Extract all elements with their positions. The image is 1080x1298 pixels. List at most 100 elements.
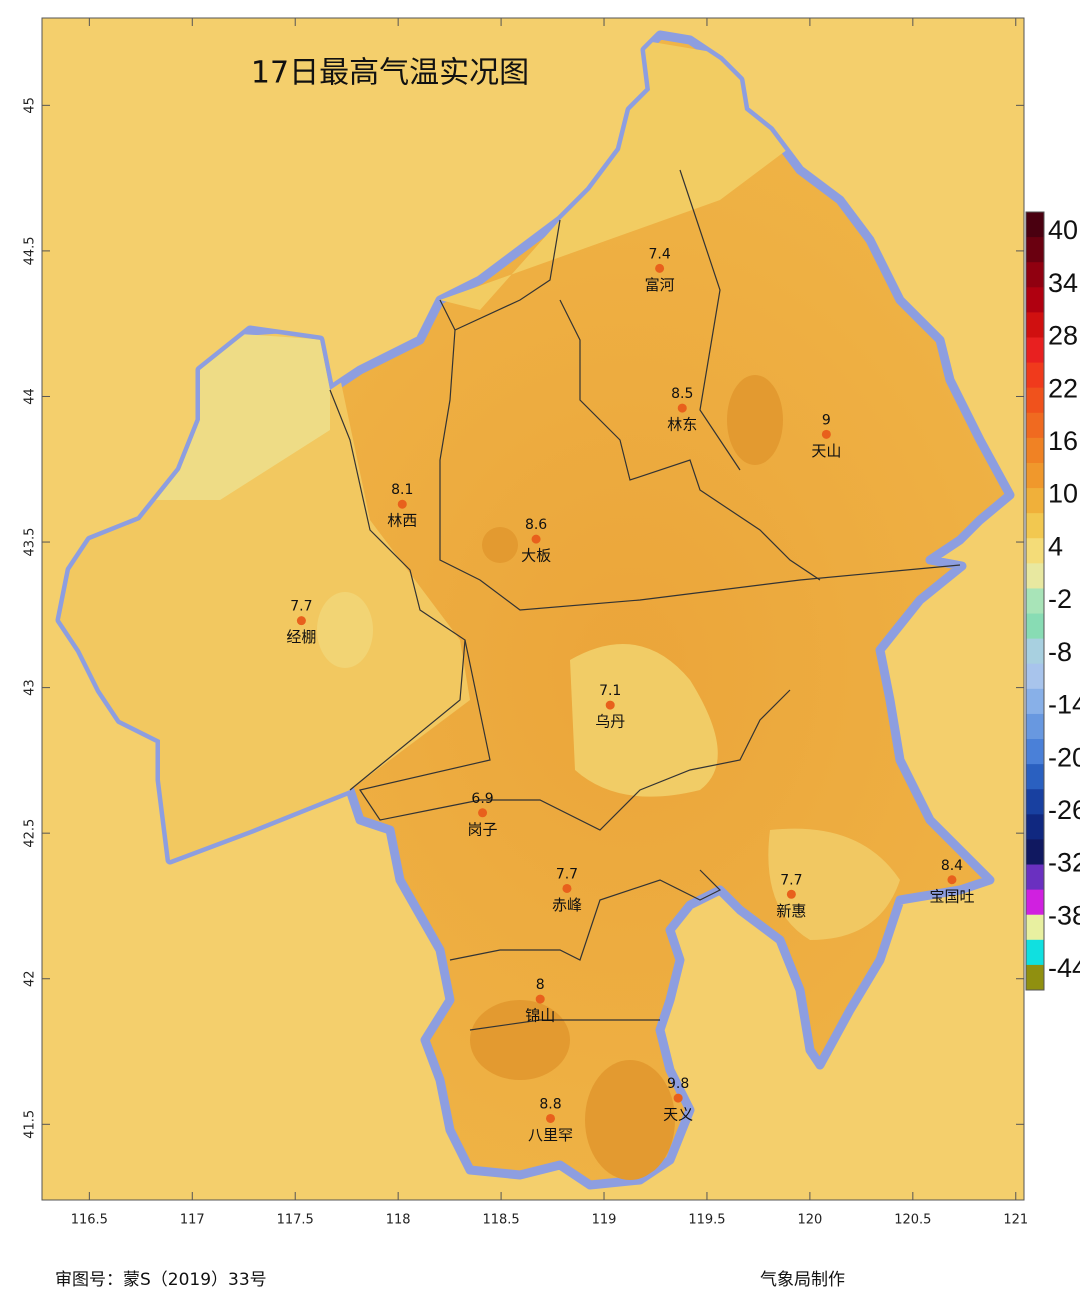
cool-zone [440,40,800,310]
district-borders [329,169,961,1031]
colorbar-label: -14 [1048,690,1080,720]
station-dot [821,429,831,439]
station-name: 天山 [811,442,841,460]
colorbar-swatch [1026,437,1044,464]
colorbar-swatch [1026,789,1044,815]
colorbar-swatch [1026,312,1044,338]
station-value: 8.8 [539,1096,561,1112]
colorbar-swatch [1026,538,1044,564]
warm-spot [482,527,518,563]
colorbar-label: -32 [1048,848,1080,878]
colorbar-swatch [1026,814,1044,840]
colorbar-swatch [1026,939,1044,966]
station-name: 林东 [667,416,697,434]
station-dot [677,403,687,413]
station-value: 8.1 [391,482,413,498]
station-value: 7.4 [648,246,670,262]
x-tick-label: 116.5 [71,1213,108,1228]
colorbar-swatch [1026,387,1044,414]
x-tick-label: 119.5 [688,1213,725,1228]
station-name: 林西 [387,512,417,530]
colorbar-swatch [1026,663,1044,690]
colorbar-swatch [1026,588,1044,615]
station-name: 宝国吐 [929,887,974,905]
station-dot [655,263,665,273]
colorbar-label: -26 [1048,795,1080,825]
station-dot [397,499,407,509]
colorbar-swatch [1026,362,1044,389]
colorbar-swatch [1026,237,1044,263]
colorbar-label: 34 [1048,268,1078,298]
station-name: 天义 [663,1106,693,1124]
station-dot [786,889,796,899]
station-dot [478,808,488,818]
y-tick-label: 44.5 [23,236,38,265]
station-value: 7.1 [599,683,621,699]
stations: 7.4 富河 8.5 林东 9 天山 8.1 林西 8.6 大板 7.7 经棚 7.1 乌丹 6.9 岗子 7.… [286,246,974,1144]
station-dot [545,1113,555,1123]
station-dot [673,1093,683,1103]
station-name: 大板 [521,547,551,565]
colorbar: 40 34 28 22 16 10 4 -2 -8 -14 -20 -26 -32 -38 -44 [1025,211,1080,991]
station-name: 经棚 [286,628,316,646]
colorbar-swatch [1026,337,1044,364]
colorbar-swatch [1026,462,1044,489]
colorbar-swatch [1026,864,1044,891]
x-tick-label: 119 [592,1213,617,1228]
x-tick-label: 121 [1003,1213,1028,1228]
station-value: 6.9 [471,791,493,807]
station-value: 7.7 [780,872,802,888]
colorbar-swatch [1026,412,1044,439]
cool-zone [570,644,718,797]
y-tick-label: 41.5 [23,1110,38,1139]
colorbar-label: 28 [1048,321,1078,351]
station-value: 8.5 [671,386,693,402]
station-name: 锦山 [525,1007,555,1025]
station-name: 赤峰 [552,896,582,914]
colorbar-label: -44 [1048,953,1080,983]
colorbar-swatch [1026,212,1044,238]
station-name: 新惠 [776,902,806,920]
colorbar-label: 16 [1048,426,1078,456]
x-tick-label: 118.5 [482,1213,519,1228]
colorbar-border [1025,211,1045,991]
x-tick-label: 117.5 [277,1213,314,1228]
station-dot [562,883,572,893]
station-name: 岗子 [468,820,498,838]
colorbar-swatch [1026,713,1044,740]
x-tick-label: 118 [386,1213,411,1228]
station-value: 8.4 [941,858,963,874]
colorbar-swatch [1026,613,1044,640]
axes: 116.5 117 117.5 118 118.5 119 119.5 120 120.5 121… [23,18,1028,1228]
station-value: 8.6 [525,517,547,533]
colorbar-swatch [1026,563,1044,589]
colorbar-label: 4 [1048,531,1063,561]
station-value: 8 [536,977,545,993]
warm-spot [727,375,783,465]
station-dot [535,994,545,1004]
station-value: 7.7 [290,599,312,615]
approval-number: 审图号：蒙S（2019）33号 [55,1270,267,1290]
cool-spot [317,592,373,668]
producer: 气象局制作 [760,1270,845,1290]
colorbar-label: 40 [1048,215,1078,245]
station-name: 乌丹 [595,713,625,731]
colorbar-swatch [1026,739,1044,765]
colorbar-swatch [1026,262,1044,288]
colorbar-swatch [1026,964,1044,991]
station-dot [947,875,957,885]
y-tick-label: 44 [23,388,38,405]
region [55,30,1015,1190]
station-name: 富河 [645,276,675,294]
colorbar-label: -38 [1048,900,1080,930]
y-tick-label: 43 [23,679,38,696]
colorbar-swatch [1026,914,1044,941]
y-tick-label: 43.5 [23,528,38,557]
station-dot [605,700,615,710]
colorbar-swatch [1026,287,1044,313]
colorbar-swatch [1026,513,1044,539]
y-tick-label: 42 [23,970,38,987]
station-value: 7.7 [556,866,578,882]
y-tick-label: 42.5 [23,819,38,848]
